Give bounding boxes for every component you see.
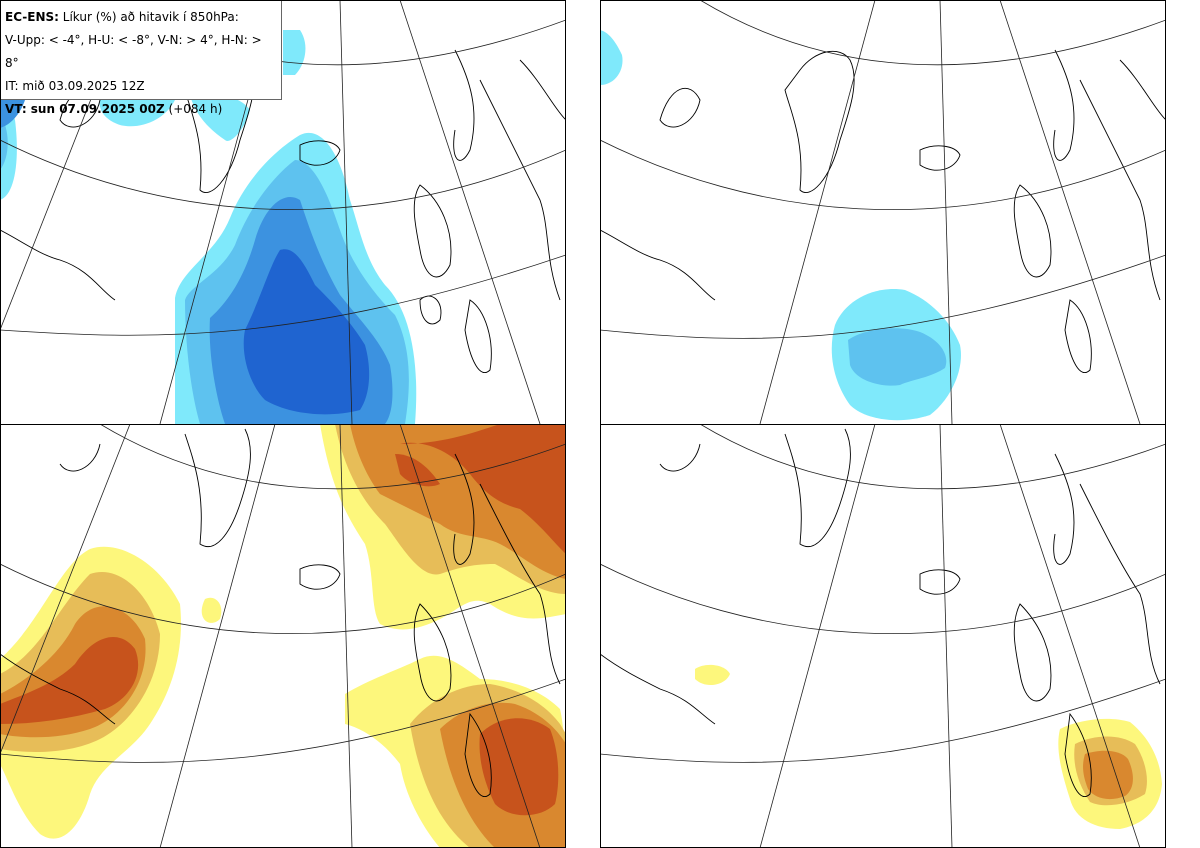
init-time: IT: mið 03.09.2025 12Z bbox=[5, 79, 145, 93]
map-panel-cold-minus4: EC-ENS: Líkur (%) að hitavik í 850hPa: V… bbox=[0, 0, 566, 424]
model-label: EC-ENS: bbox=[5, 10, 59, 24]
forecast-info-box: EC-ENS: Líkur (%) að hitavik í 850hPa: V… bbox=[0, 0, 282, 116]
threshold-definitions: V-Upp: < -4°, H-U: < -8°, V-N: > 4°, H-N… bbox=[5, 33, 262, 70]
graticule bbox=[600, 424, 1166, 848]
map-canvas bbox=[0, 424, 566, 848]
coastlines bbox=[600, 428, 1161, 797]
chart-title: Líkur (%) að hitavik í 850hPa: bbox=[62, 10, 239, 24]
map-canvas bbox=[600, 424, 1166, 848]
map-canvas bbox=[600, 0, 1166, 424]
probability-field bbox=[0, 424, 566, 848]
coastlines bbox=[0, 428, 561, 797]
graticule bbox=[0, 424, 566, 848]
probability-field bbox=[600, 30, 961, 421]
graticule bbox=[600, 0, 1166, 424]
probability-field bbox=[695, 664, 1162, 829]
lead-time: (+084 h) bbox=[168, 102, 223, 116]
coastlines bbox=[600, 49, 1166, 373]
map-panel-cold-minus8: 100 95 65 35 5 bbox=[600, 0, 1166, 424]
map-panel-warm-plus4: 100 95 65 35 5 bbox=[0, 424, 566, 848]
valid-time: VT: sun 07.09.2025 00Z bbox=[5, 102, 165, 116]
map-canvas bbox=[0, 0, 566, 424]
map-panel-warm-plus8: 100 95 65 35 5 bbox=[600, 424, 1166, 848]
